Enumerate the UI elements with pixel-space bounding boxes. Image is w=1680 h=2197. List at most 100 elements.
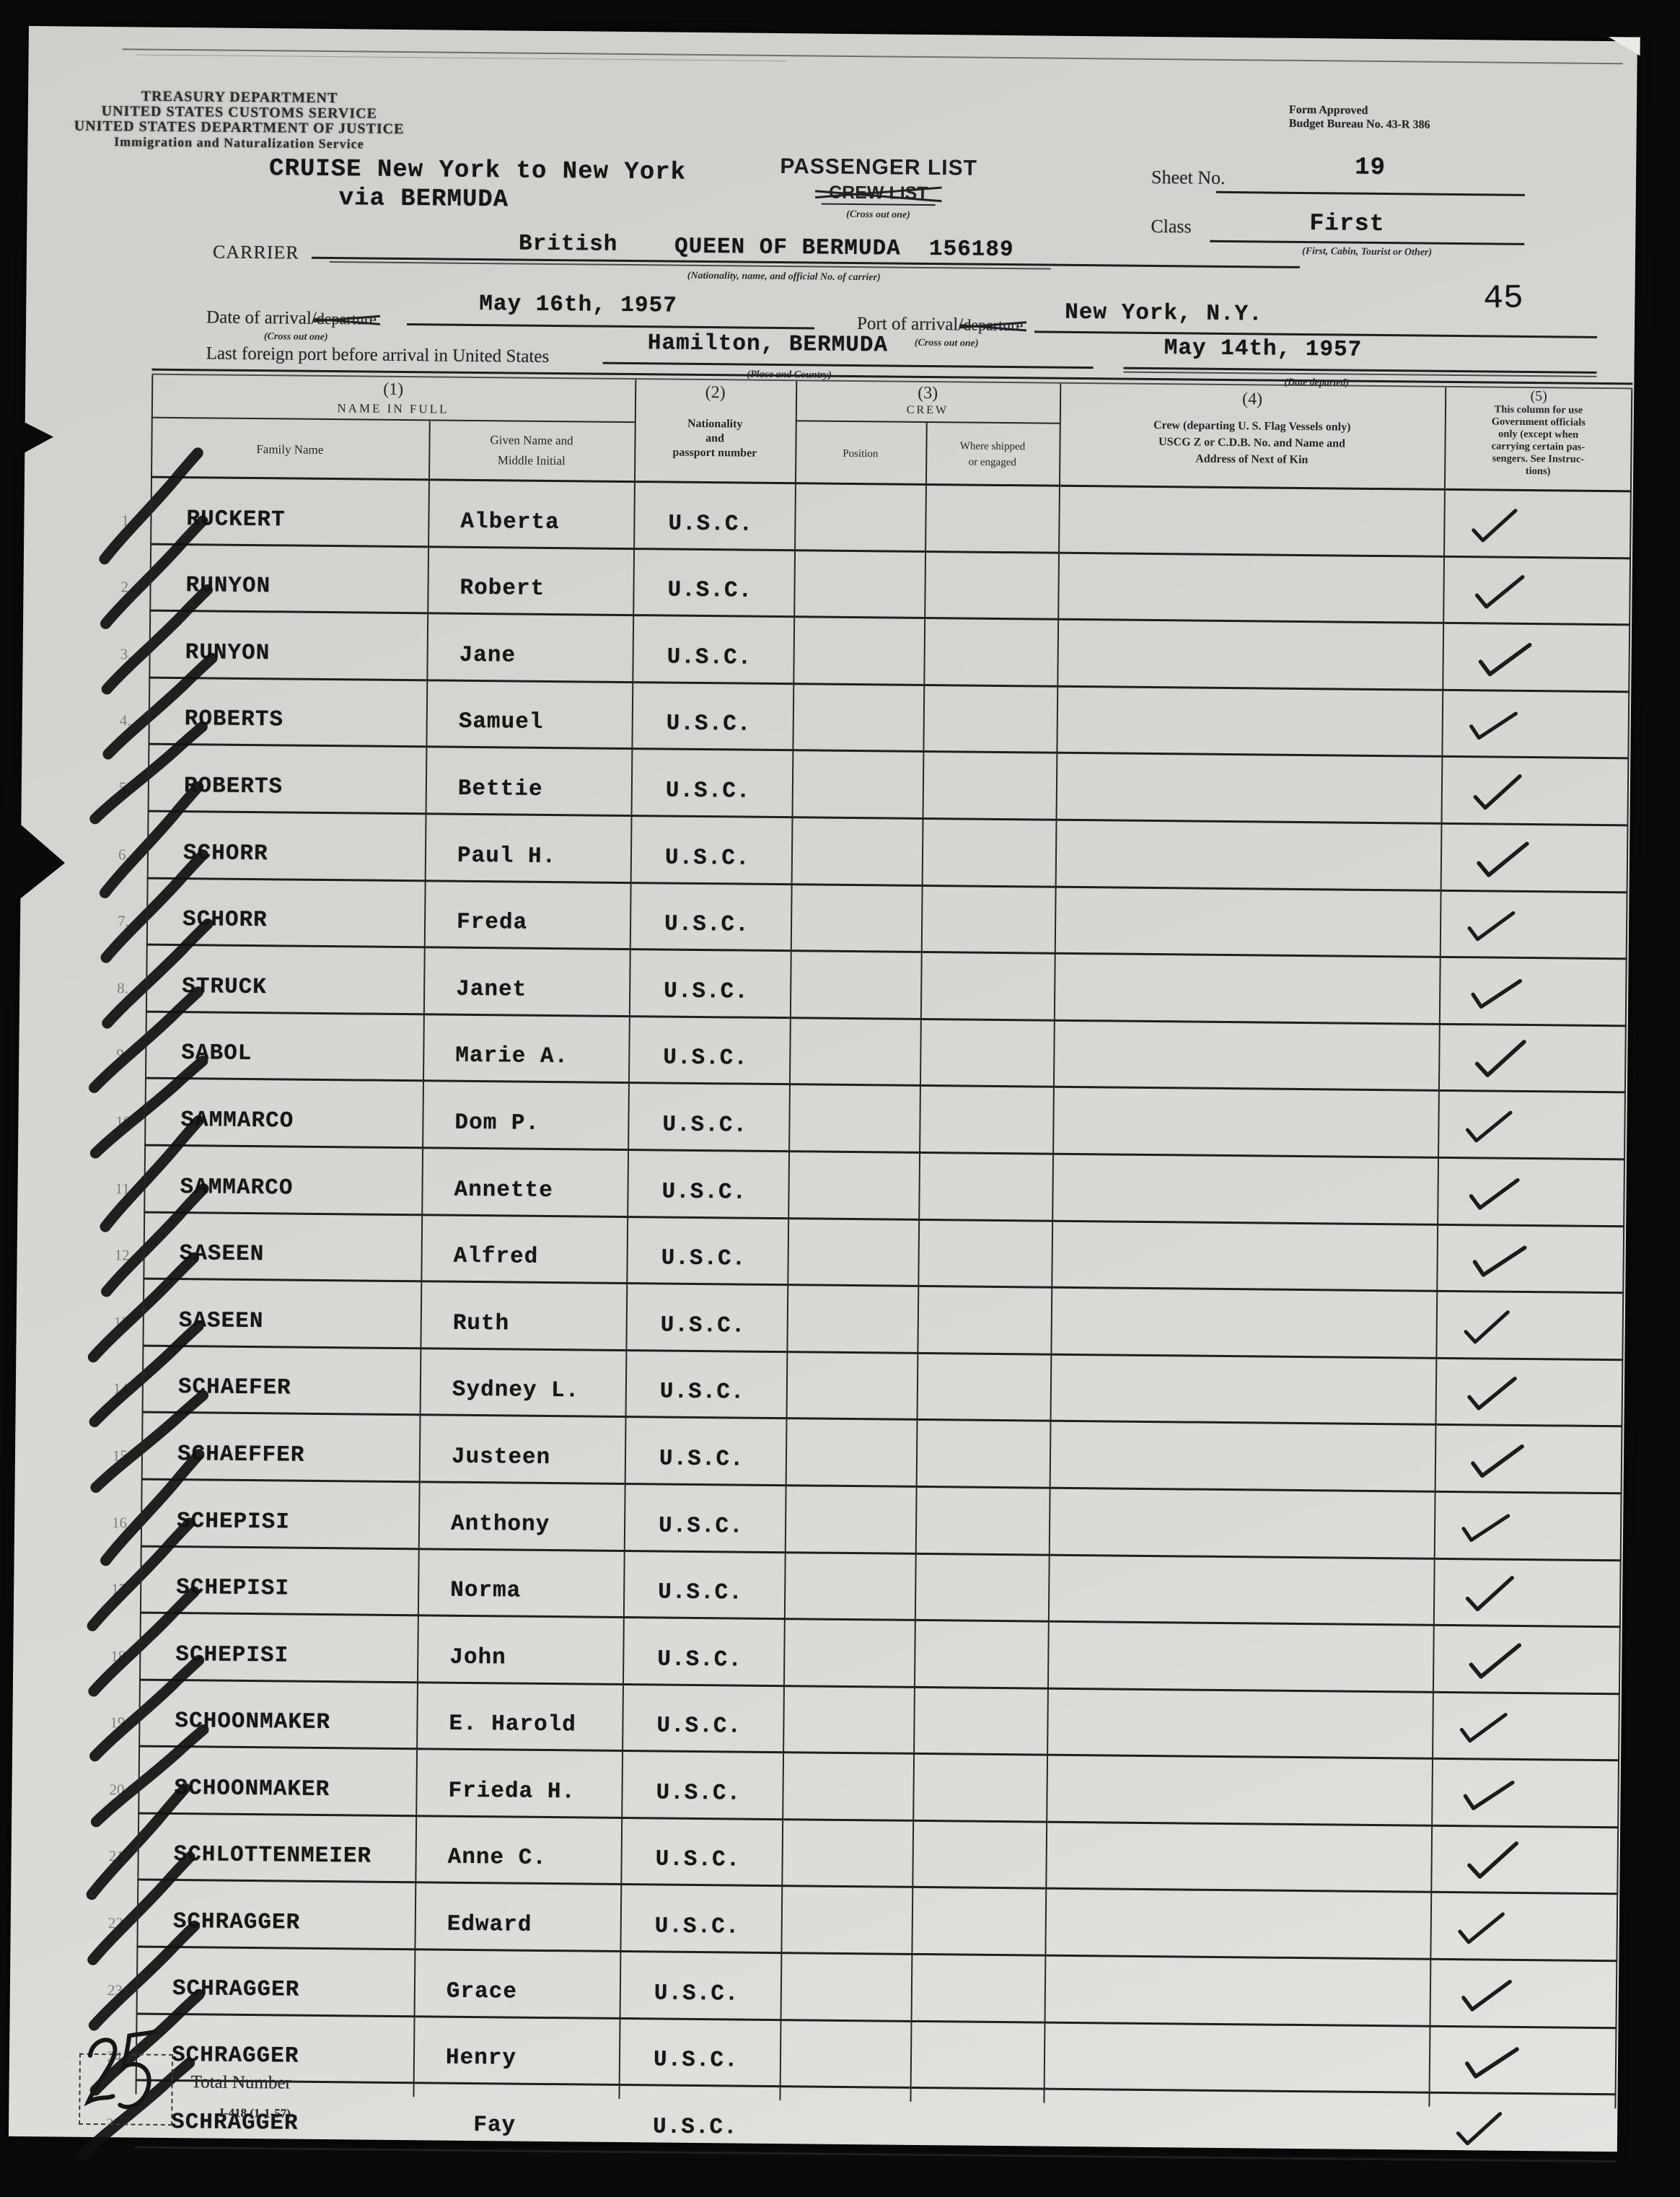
col3-number: (3) (918, 383, 938, 403)
class-label: Class (1151, 215, 1192, 237)
given-name: Grace (446, 1978, 518, 2005)
form-approved-line2: Budget Bureau No. 43-R 386 (1288, 117, 1430, 131)
family-name: ROBERTS (183, 773, 283, 800)
class-value: First (1309, 210, 1385, 238)
family-name: SCHEPISI (175, 1641, 289, 1669)
nationality: U.S.C. (661, 1245, 747, 1272)
given-name: Ruth (452, 1310, 510, 1337)
check-mark (1465, 2047, 1519, 2079)
carrier-nationality: British (518, 231, 618, 258)
given-name: John (449, 1644, 506, 1671)
nationality: U.S.C. (654, 1981, 739, 2007)
nationality: U.S.C. (666, 711, 752, 738)
given-name: Marie A. (455, 1043, 569, 1070)
check-mark (1473, 774, 1522, 810)
struck-departure-word-2: departure (963, 315, 1024, 335)
page-top-rule-2 (136, 54, 786, 62)
agency-line: Immigration and Naturalization Service (114, 134, 364, 152)
row-number: 21 (108, 1847, 124, 1865)
nationality: U.S.C. (658, 1512, 744, 1540)
cruise-route: CRUISE New York to New York (268, 155, 687, 187)
check-mark (1458, 1912, 1505, 1944)
given-name: Dom P. (454, 1110, 540, 1136)
check-mark (1469, 711, 1518, 740)
date-departed-value: May 14th, 1957 (1164, 336, 1363, 363)
col5-line: tions) (1525, 465, 1551, 478)
row-number: 14 (113, 1380, 128, 1398)
row-number: 6. (118, 845, 130, 863)
check-mark (1461, 1979, 1512, 2012)
family-name: SCHORR (182, 907, 268, 934)
col1-sub-family: Family Name (256, 442, 324, 457)
col1-title: NAME IN FULL (337, 401, 449, 416)
row-number: 19 (110, 1714, 126, 1732)
row-number: 3. (120, 645, 132, 663)
given-name: Justeen (451, 1444, 551, 1470)
col2-line3: passport number (672, 446, 757, 460)
nationality: U.S.C. (659, 1446, 744, 1473)
given-name: Alfred (453, 1243, 539, 1270)
class-line (1210, 240, 1525, 245)
table-row: 25 SCHRAGGER Fay U.S.C. (76, 2057, 1617, 2163)
nationality: U.S.C. (660, 1312, 746, 1339)
nationality: U.S.C. (664, 845, 750, 872)
family-name: SCHEPISI (176, 1508, 291, 1535)
date-arrival-line (407, 323, 815, 330)
row-number: 15 (112, 1447, 128, 1465)
form-code: I-418 (1-1-57) (219, 2105, 291, 2121)
given-name: Frieda H. (448, 1778, 576, 1805)
handwritten-total-count (84, 2029, 158, 2110)
carrier-name-number: QUEEN OF BERMUDA 156189 (674, 234, 1014, 263)
given-name: Jane (459, 642, 516, 669)
last-port-value: Hamilton, BERMUDA (647, 330, 889, 359)
page-corner-sliver (1609, 37, 1640, 56)
agency-stamp: TREASURY DEPARTMENT UNITED STATES CUSTOM… (69, 89, 409, 153)
nationality: U.S.C. (664, 978, 749, 1005)
col3-sub-where-2: or engaged (968, 456, 1016, 469)
nationality: U.S.C. (667, 577, 753, 604)
given-name: Anthony (450, 1511, 550, 1538)
row-number: 13 (113, 1312, 129, 1331)
cross-out-note-port: (Cross out one) (914, 337, 979, 349)
passenger-table: (1) NAME IN FULL Family Name Given Name … (76, 368, 1633, 2163)
nationality: U.S.C. (656, 1780, 742, 1807)
row-number: 17 (111, 1580, 127, 1598)
family-name: SAMMARCO (180, 1108, 294, 1134)
nationality: U.S.C. (668, 511, 754, 538)
col1-sub-given-1: Given Name and (490, 433, 573, 448)
given-name: E. Harold (449, 1711, 577, 1738)
carrier-note: (Nationality, name, and official No. of … (687, 270, 881, 284)
handwritten-page-number: 45 (1483, 279, 1524, 318)
col1-sub-given-2: Middle Initial (497, 453, 566, 468)
row-number: 10 (115, 1113, 131, 1131)
check-mark (1471, 978, 1523, 1009)
nationality: U.S.C. (661, 1179, 747, 1206)
check-mark (1456, 2111, 1503, 2146)
family-name: SASEEN (178, 1307, 264, 1334)
date-arrival-label-text: Date of arrival/ (206, 307, 317, 328)
given-name: Alberta (460, 509, 560, 535)
last-port-line (602, 361, 1094, 369)
col4-line3: Address of Next of Kin (1195, 452, 1309, 467)
check-mark (1478, 642, 1532, 677)
check-mark (1463, 1780, 1515, 1810)
family-name: SCHORR (182, 840, 268, 867)
form-approval-note: Form Approved Budget Bureau No. 43-R 386 (1289, 103, 1430, 132)
col4-line1: Crew (departing U. S. Flag Vessels only) (1153, 418, 1351, 434)
family-name: RUCKERT (186, 506, 286, 533)
given-name: Anne C. (447, 1845, 547, 1872)
cruise-via: via BERMUDA (338, 185, 509, 214)
row-number: 11 (115, 1179, 130, 1197)
check-mark (1469, 1178, 1520, 1210)
nationality: U.S.C. (664, 911, 749, 938)
check-mark (1472, 508, 1518, 543)
given-name: Sydney L. (452, 1377, 580, 1404)
family-name: SCHEPISI (176, 1575, 290, 1602)
row-number: 1. (121, 511, 133, 530)
check-mark (1465, 1110, 1513, 1143)
col1-number: (1) (383, 380, 404, 400)
given-name: Samuel (458, 709, 544, 736)
family-name: RUNYON (185, 573, 271, 600)
cross-out-note: (Cross out one) (846, 209, 910, 221)
